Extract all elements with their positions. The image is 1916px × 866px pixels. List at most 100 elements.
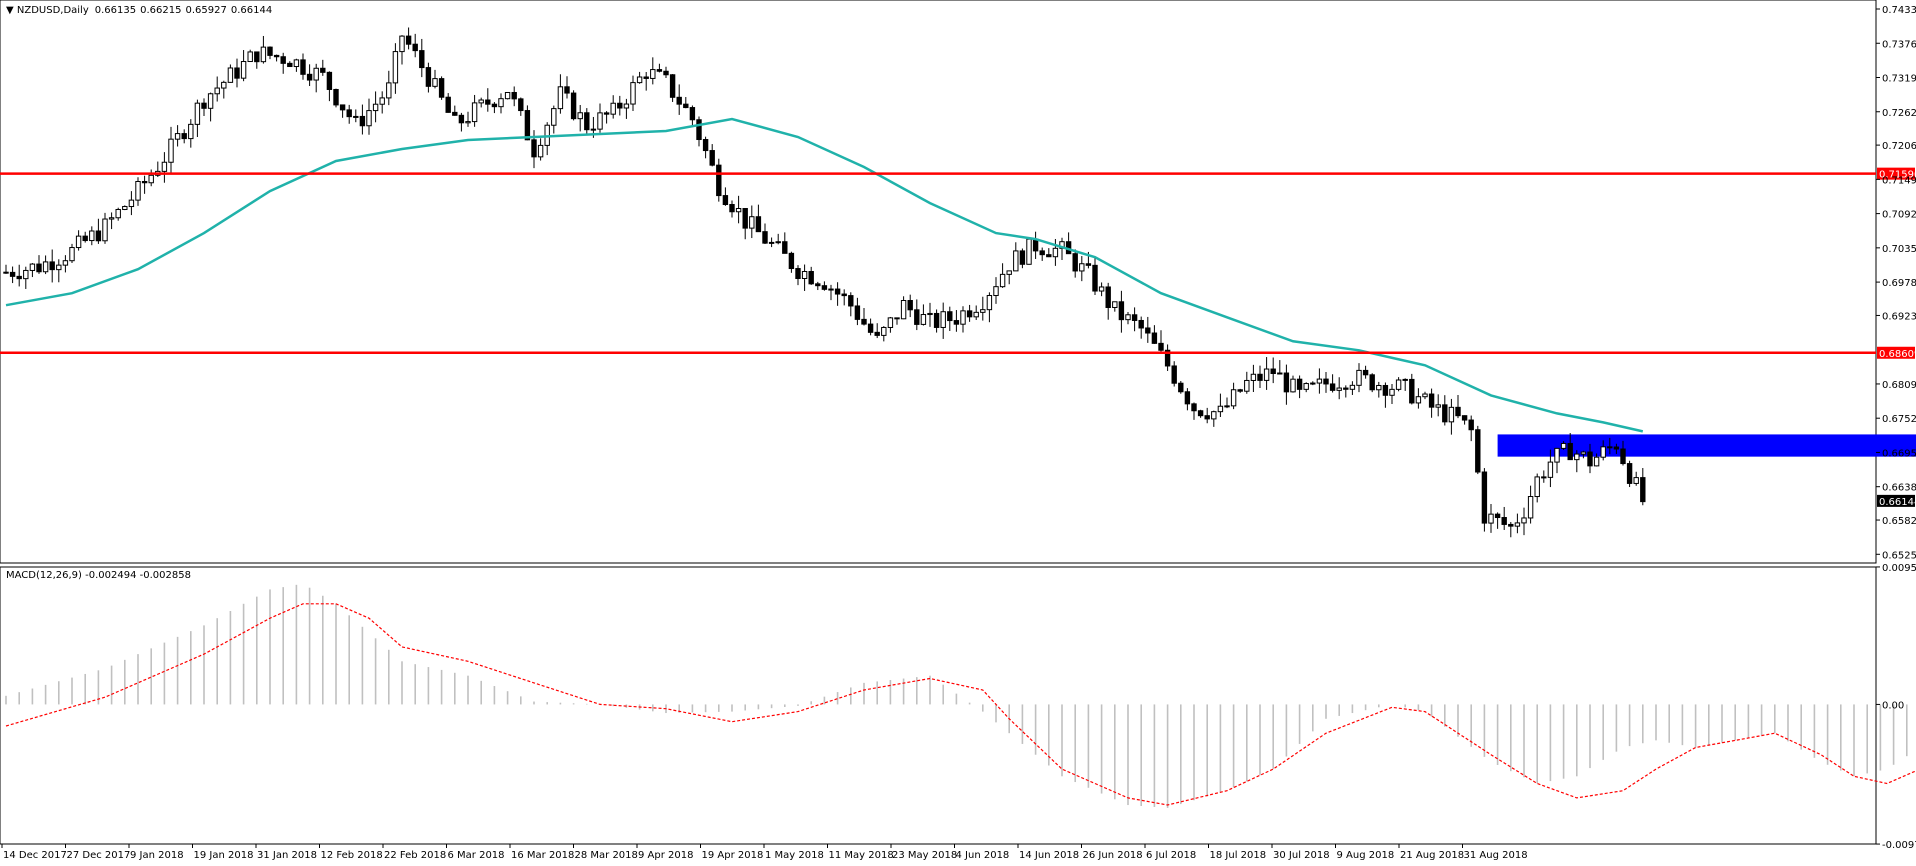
candle — [630, 75, 636, 112]
candle — [749, 205, 755, 239]
candle-body-bear — [1541, 476, 1547, 479]
candle — [874, 323, 880, 339]
candle-body-bull — [551, 108, 557, 126]
ohlc-low: 0.65927 — [185, 5, 226, 16]
candle — [966, 304, 973, 322]
candle — [1633, 471, 1639, 486]
candle-body-bull — [768, 241, 775, 244]
candle — [221, 80, 227, 99]
candle-body-bull — [630, 82, 636, 105]
candle-body-bear — [9, 271, 16, 277]
candle-body-bear — [49, 261, 55, 271]
candle-body-bull — [471, 102, 478, 123]
level-price-tag — [1877, 346, 1915, 359]
candle-body-bear — [326, 71, 333, 90]
candle-body-bear — [1092, 264, 1098, 292]
candle-body-bear — [267, 46, 273, 56]
candle-body-bear — [1145, 327, 1151, 334]
candle-body-bull — [1013, 250, 1019, 272]
candle-body-bull — [749, 216, 755, 229]
candle-body-bear — [333, 88, 339, 106]
candle-body-bear — [1032, 238, 1039, 252]
candle — [1019, 248, 1026, 269]
candle-body-bear — [1283, 372, 1290, 393]
candle — [412, 33, 418, 58]
candle — [808, 266, 814, 285]
candle — [89, 226, 95, 246]
candle-body-bear — [287, 62, 293, 68]
candle-body-bear — [524, 110, 531, 141]
candle-body-bull — [1488, 513, 1494, 524]
candle — [821, 281, 828, 291]
candle-body-bear — [1197, 410, 1204, 417]
candle-body-bear — [762, 231, 768, 244]
candle — [1145, 316, 1151, 343]
candle — [650, 57, 656, 85]
candle-body-bull — [1560, 442, 1567, 449]
candle-body-bull — [1230, 389, 1237, 407]
candle-body-bull — [260, 46, 267, 63]
candle — [254, 51, 260, 69]
price-tick-label: 0.69785 — [1882, 278, 1916, 289]
candle — [1402, 378, 1408, 391]
candle — [273, 54, 280, 62]
candle-body-bear — [867, 323, 874, 333]
candle-body-bear — [907, 300, 913, 311]
candle-body-bull — [775, 241, 781, 244]
candle-body-bear — [419, 50, 425, 69]
candle-body-bear — [1481, 471, 1488, 524]
candle — [900, 296, 907, 320]
candle — [1382, 382, 1389, 408]
candle-body-bull — [504, 91, 511, 100]
candle-body-bull — [115, 208, 121, 219]
candle — [1270, 357, 1276, 384]
candle — [1079, 256, 1085, 282]
candle-body-bear — [1105, 286, 1111, 308]
candle-body-bull — [1217, 405, 1224, 413]
macd-tick-label: 0.00 — [1882, 700, 1904, 711]
candle — [940, 302, 946, 339]
candle-body-bull — [221, 81, 227, 89]
candle — [141, 175, 148, 194]
candle — [1211, 410, 1217, 427]
candle-body-bear — [729, 204, 735, 213]
candle — [1283, 364, 1290, 405]
candle — [702, 136, 709, 159]
candle — [1481, 468, 1488, 532]
candle — [1072, 249, 1078, 278]
candle — [1494, 512, 1501, 529]
candle-body-bear — [1362, 369, 1369, 376]
candle — [1125, 312, 1131, 325]
candle-body-bull — [887, 317, 894, 328]
candle-body-bull — [89, 230, 95, 242]
chart-title: ▼ NZDUSD,Daily 0.66135 0.66215 0.65927 0.661… — [6, 5, 272, 16]
candle-body-bear — [1184, 391, 1191, 405]
candle-body-bear — [643, 76, 649, 79]
candle-body-bull — [1633, 477, 1639, 484]
candle-body-bull — [313, 67, 319, 81]
candle-body-bull — [993, 286, 999, 297]
candle-body-bear — [1461, 415, 1468, 421]
candle-body-bull — [1277, 372, 1283, 375]
candle-body-bull — [1593, 456, 1600, 467]
candle-body-bear — [603, 112, 610, 115]
time-tick-label: 31 Aug 2018 — [1464, 850, 1528, 861]
candle — [947, 306, 953, 332]
candle-body-bear — [742, 208, 748, 229]
candle — [293, 58, 300, 72]
candle-body-bear — [696, 119, 702, 141]
candle — [1197, 409, 1204, 418]
candle-body-bull — [1098, 286, 1105, 292]
candle — [993, 277, 999, 304]
candle — [1600, 440, 1606, 461]
candle-body-bull — [42, 261, 49, 273]
candle-body-bear — [511, 91, 517, 100]
candle-body-bull — [973, 311, 979, 318]
